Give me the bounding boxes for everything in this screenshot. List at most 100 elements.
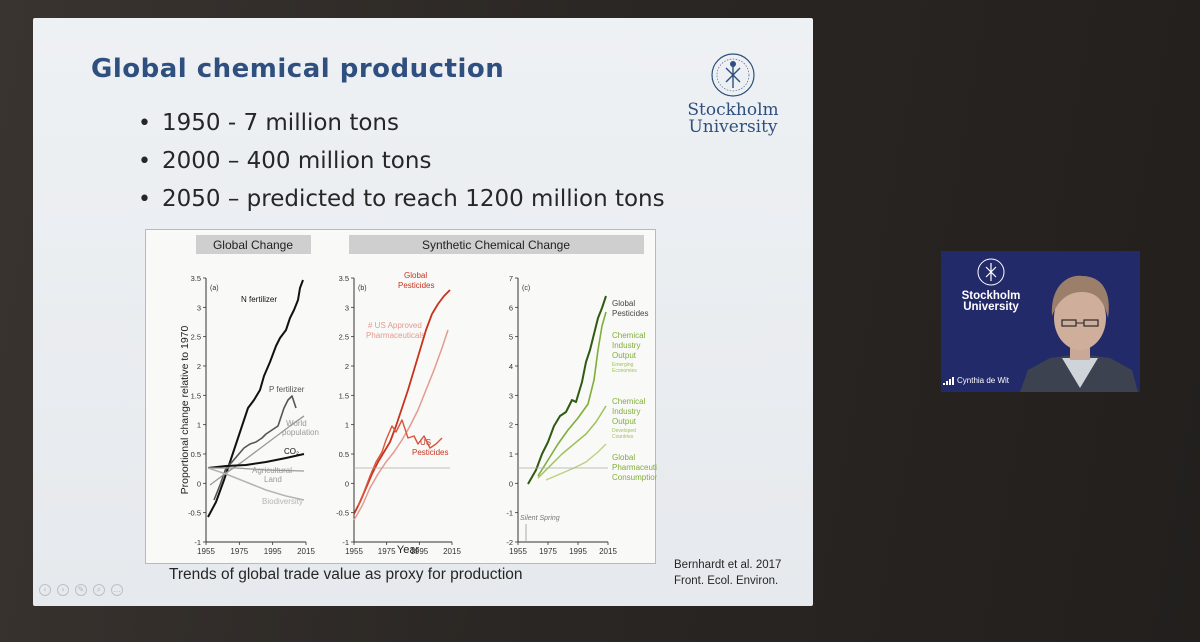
- y-tick-label: 2.5: [339, 333, 349, 342]
- series-us-pesticides: [357, 419, 443, 507]
- x-tick-label: 1975: [539, 547, 557, 556]
- bullet-item: • 1950 - 7 million tons: [138, 110, 399, 136]
- x-axis-label: Year: [397, 544, 420, 556]
- slide-navigation-toolbar: ‹ › ✎ ⌕ …: [39, 584, 123, 596]
- series-label: Countries: [612, 434, 634, 440]
- series-c-global-pesticides: [527, 295, 607, 485]
- y-tick-label: -1: [194, 538, 201, 547]
- series-label: Chemical: [612, 397, 646, 406]
- next-icon[interactable]: ›: [57, 584, 69, 596]
- series-label: Pesticides: [612, 309, 648, 318]
- y-tick-label: -2: [506, 538, 513, 547]
- x-tick-label: 1995: [569, 547, 587, 556]
- y-tick-label: -0.5: [336, 509, 349, 518]
- x-tick-label: 1975: [230, 547, 248, 556]
- tile-university-logo: Stockholm University: [951, 257, 1031, 313]
- y-tick-label: 1: [197, 421, 201, 430]
- pen-icon[interactable]: ✎: [75, 584, 87, 596]
- panel-id-label: (a): [210, 285, 219, 292]
- series-label: P fertilizer: [269, 385, 305, 394]
- citation: Bernhardt et al. 2017 Front. Ecol. Envir…: [674, 559, 782, 587]
- annotation-label: Silent Spring: [520, 515, 560, 522]
- y-tick-label: 4: [509, 362, 513, 371]
- y-tick-label: 0.5: [191, 450, 201, 459]
- more-icon[interactable]: …: [111, 584, 123, 596]
- x-tick-label: 1975: [378, 547, 396, 556]
- series-label: Pesticides: [398, 281, 434, 290]
- y-tick-label: 3: [509, 391, 513, 400]
- y-tick-label: -0.5: [188, 509, 201, 518]
- y-tick-label: 3.5: [339, 274, 349, 283]
- y-tick-label: 0: [345, 479, 349, 488]
- series-agricultural-land: [208, 467, 305, 472]
- prev-icon[interactable]: ‹: [39, 584, 51, 596]
- y-tick-label: 1: [345, 421, 349, 430]
- panel-c-series: [518, 295, 608, 485]
- university-seal-icon: [711, 53, 755, 97]
- series-label: Land: [264, 475, 282, 484]
- y-tick-label: 1.5: [191, 391, 201, 400]
- y-tick-label: 1.5: [339, 391, 349, 400]
- series-label: Developed: [612, 428, 636, 434]
- series-co2: [207, 453, 305, 469]
- panel-header-synthetic: [349, 235, 644, 254]
- y-tick-label: 0.5: [339, 450, 349, 459]
- y-tick-label: 3: [197, 303, 201, 312]
- x-tick-label: 1955: [345, 547, 363, 556]
- x-tick-label: 2015: [297, 547, 315, 556]
- panel-b-series: [353, 289, 451, 521]
- zoom-icon[interactable]: ⌕: [93, 584, 105, 596]
- series-biodiversity: [207, 467, 305, 501]
- x-tick-label: 1955: [509, 547, 527, 556]
- university-seal-icon: [977, 258, 1005, 286]
- panel-id-label: (c): [522, 285, 530, 292]
- y-tick-label: 1: [509, 450, 513, 459]
- y-tick-label: 0: [197, 479, 201, 488]
- presentation-slide: Global chemical production • 1950 - 7 mil…: [33, 18, 813, 606]
- series-label: Global: [612, 299, 635, 308]
- y-tick-label: 7: [509, 274, 513, 283]
- bullet-list: • 1950 - 7 million tons • 2000 – 400 milli…: [138, 104, 665, 218]
- series-label: Industry: [612, 407, 640, 416]
- series-chemical-output-developed: [537, 405, 607, 479]
- panel-a-series: [207, 279, 305, 518]
- series-label: Chemical: [612, 331, 646, 340]
- series-label: Consumption: [612, 473, 657, 482]
- series-label: CO₂: [284, 447, 299, 456]
- series-label: Economies: [612, 368, 637, 374]
- y-tick-label: 3.5: [191, 274, 201, 283]
- series-label: Pesticides: [412, 448, 448, 457]
- series-label: N fertilizer: [241, 295, 277, 304]
- series-label: # US Approved: [368, 321, 422, 330]
- series-label: Industry: [612, 341, 640, 350]
- series-world-population: [209, 415, 305, 486]
- panel-header-global: [196, 235, 311, 254]
- series-label: population: [282, 428, 319, 437]
- y-tick-label: 0: [509, 479, 513, 488]
- y-tick-label: 6: [509, 303, 513, 312]
- bullet-item: • 2000 – 400 million tons: [138, 148, 432, 174]
- series-label: Global: [612, 453, 635, 462]
- trends-chart: Global Change Synthetic Chemical Change …: [179, 235, 657, 556]
- y-tick-label: 2: [345, 362, 349, 371]
- y-tick-label: 5: [509, 333, 513, 342]
- y-tick-label: 2: [509, 421, 513, 430]
- series-label: Biodiversity: [262, 497, 303, 506]
- y-tick-label: -1: [342, 538, 349, 547]
- x-tick-label: 1995: [264, 547, 282, 556]
- series-label: Pharmaceuticals: [366, 331, 425, 340]
- participant-name-label: Cynthia de Wit: [943, 376, 1009, 385]
- participant-avatar: [1020, 275, 1138, 392]
- y-tick-label: -1: [506, 509, 513, 518]
- panel-header-global-label: Global Change: [213, 238, 293, 252]
- y-tick-label: 3: [345, 303, 349, 312]
- signal-strength-icon: [943, 376, 954, 385]
- series-label: Output: [612, 417, 637, 426]
- series-n-fertilizer: [207, 279, 304, 518]
- series-label: Pharmaceutical: [612, 463, 657, 472]
- series-chemical-output-emerging: [537, 311, 607, 477]
- x-tick-label: 2015: [599, 547, 617, 556]
- x-tick-label: 1995: [410, 547, 428, 556]
- slide-title: Global chemical production: [91, 54, 505, 84]
